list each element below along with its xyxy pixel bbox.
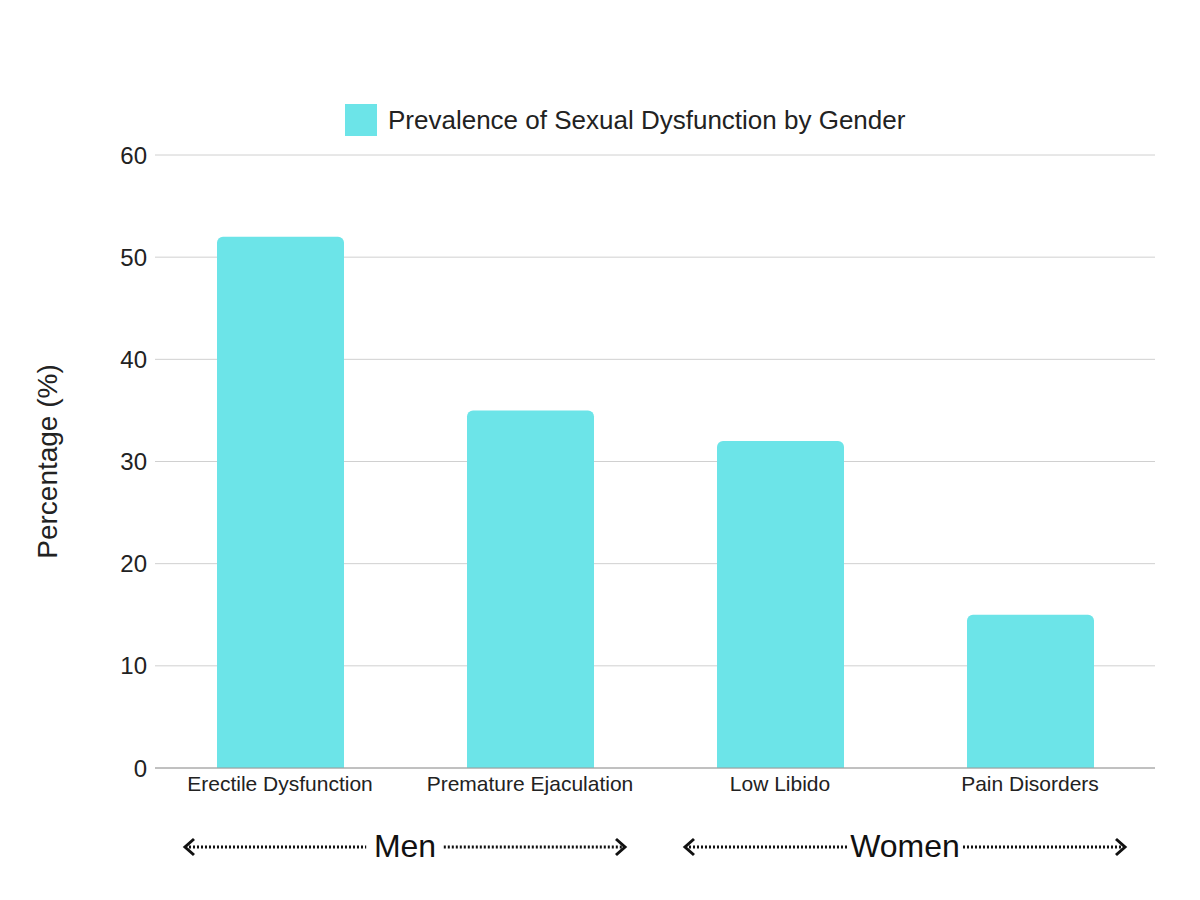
svg-text:0: 0 bbox=[134, 755, 147, 782]
svg-text:60: 60 bbox=[120, 142, 147, 169]
svg-text:Women: Women bbox=[850, 828, 960, 864]
svg-text:Erectile Dysfunction: Erectile Dysfunction bbox=[187, 772, 373, 795]
svg-text:40: 40 bbox=[120, 346, 147, 373]
svg-text:Prevalence of Sexual Dysfuncti: Prevalence of Sexual Dysfunction by Gend… bbox=[388, 105, 906, 135]
svg-text:Pain Disorders: Pain Disorders bbox=[961, 772, 1099, 795]
svg-text:Percentage (%): Percentage (%) bbox=[32, 364, 63, 559]
svg-text:10: 10 bbox=[120, 652, 147, 679]
svg-text:30: 30 bbox=[120, 448, 147, 475]
svg-text:20: 20 bbox=[120, 550, 147, 577]
svg-text:Premature Ejaculation: Premature Ejaculation bbox=[427, 772, 634, 795]
svg-text:50: 50 bbox=[120, 244, 147, 271]
svg-text:Low Libido: Low Libido bbox=[730, 772, 830, 795]
svg-text:Men: Men bbox=[374, 828, 436, 864]
